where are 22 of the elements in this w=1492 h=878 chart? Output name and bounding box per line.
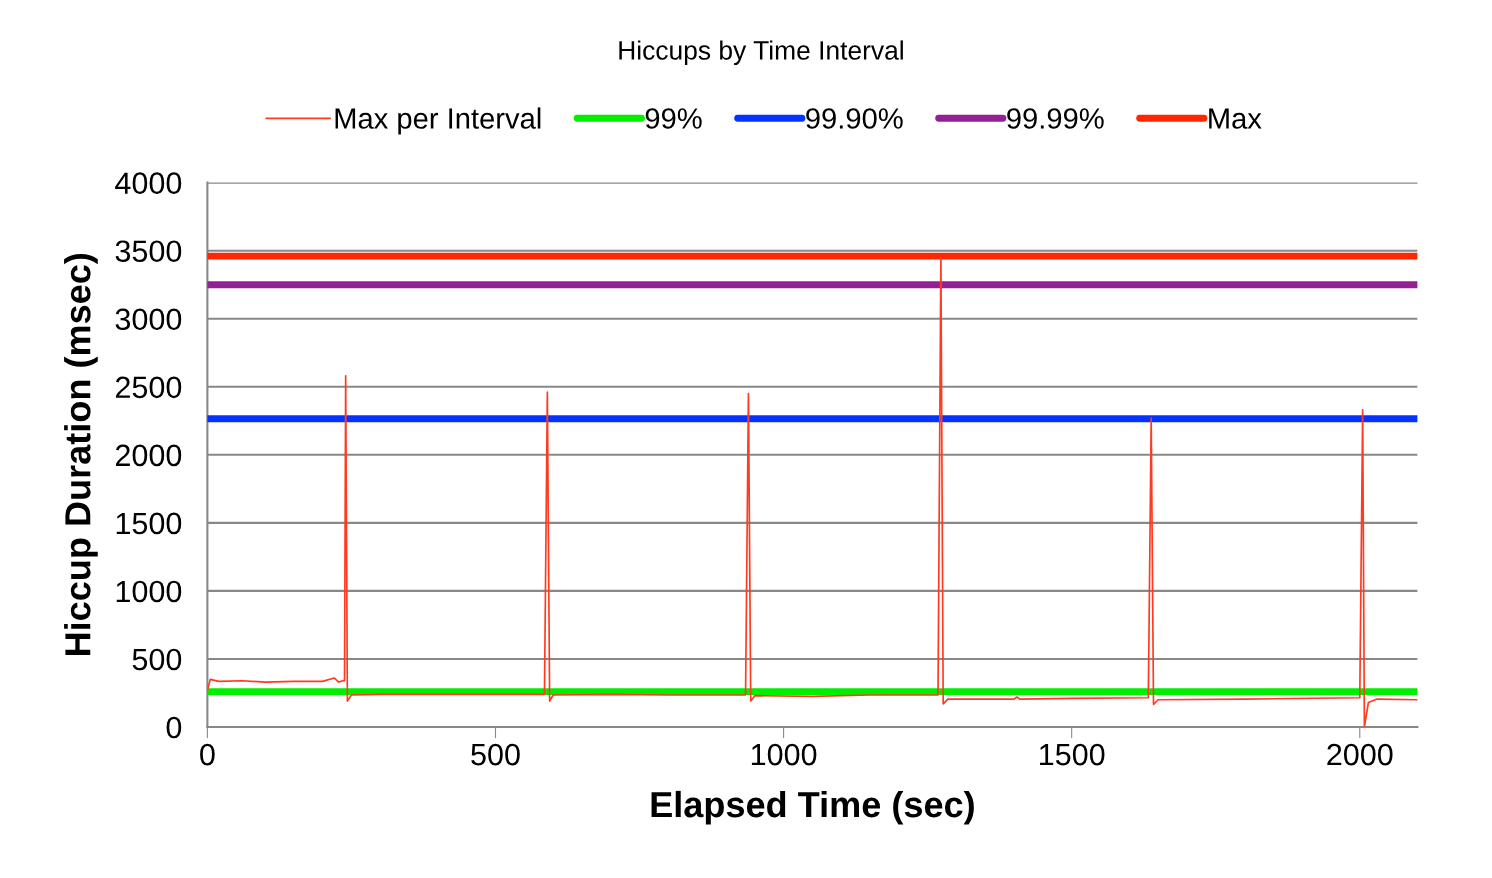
- legend-label: Max: [1209, 108, 1262, 129]
- legend-label: Max per Interval: [335, 107, 541, 135]
- legend-label: 99.90%: [806, 108, 903, 129]
- chart-title: Hiccups by Time Interval: [619, 40, 903, 65]
- x-tick-label: 1000: [751, 743, 817, 766]
- y-tick-label: 1000: [116, 580, 182, 603]
- y-tick-label: 2000: [115, 444, 182, 467]
- y-tick-label: 3000: [115, 308, 182, 331]
- x-axis-title: Elapsed Time (sec): [651, 790, 974, 825]
- legend-label: 99.99%: [1007, 108, 1104, 129]
- x-tick-label: 500: [471, 743, 520, 766]
- y-tick-label: 4000: [115, 172, 182, 194]
- y-tick-label: 1500: [116, 512, 182, 535]
- x-tick-label: 0: [200, 743, 215, 766]
- x-tick-label: 2000: [1327, 743, 1393, 766]
- x-tick-label: 1500: [1040, 743, 1105, 766]
- y-tick-label: 500: [132, 648, 182, 671]
- y-tick-label: 0: [166, 716, 182, 739]
- y-tick-label: 2500: [115, 376, 182, 399]
- legend-label: 99%: [645, 108, 702, 129]
- y-tick-label: 3500: [115, 240, 182, 263]
- y-axis-title: Hiccup Duration (msec): [64, 253, 98, 656]
